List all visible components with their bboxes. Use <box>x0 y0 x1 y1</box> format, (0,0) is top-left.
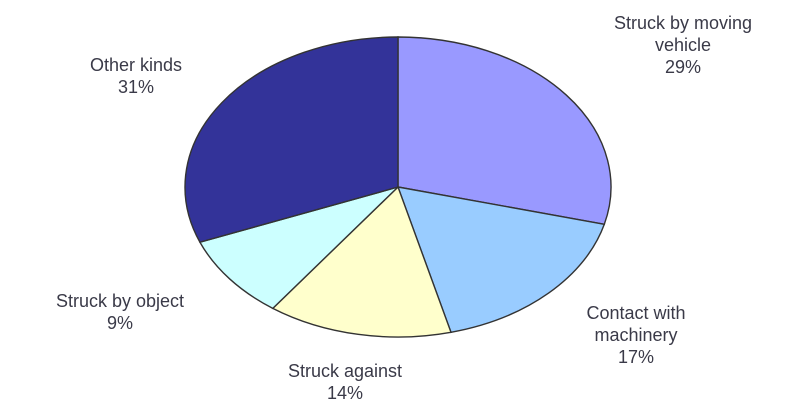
pie-slices <box>184 36 612 338</box>
pie-slice-1-label-line-2: vehicle <box>655 35 711 55</box>
pie-slice-5 <box>184 36 399 244</box>
pie-slice-2-label-line-2: machinery <box>594 325 677 345</box>
pie-slice-2-label-line-1: Contact with <box>586 303 685 323</box>
pie-slice-3 <box>271 185 452 338</box>
pie-slice-5-value-label: 31% <box>118 77 154 97</box>
pie-slice-2-value-label: 17% <box>618 347 654 367</box>
pie-slice-1 <box>397 36 612 226</box>
pie-slice-5-label-line-1: Other kinds <box>90 55 182 75</box>
pie-slice-4-label-line-1: Struck by object <box>56 291 184 311</box>
pie-slice-1-label-line-1: Struck by moving <box>614 13 752 33</box>
pie-slice-3-value-label: 14% <box>327 383 363 403</box>
pie-slice-4-value-label: 9% <box>107 313 133 333</box>
pie-slice-1-value-label: 29% <box>665 57 701 77</box>
pie-slice-3-label-line-1: Struck against <box>288 361 402 381</box>
pie-slice-4 <box>198 186 399 310</box>
pie-slice-2 <box>396 186 606 334</box>
